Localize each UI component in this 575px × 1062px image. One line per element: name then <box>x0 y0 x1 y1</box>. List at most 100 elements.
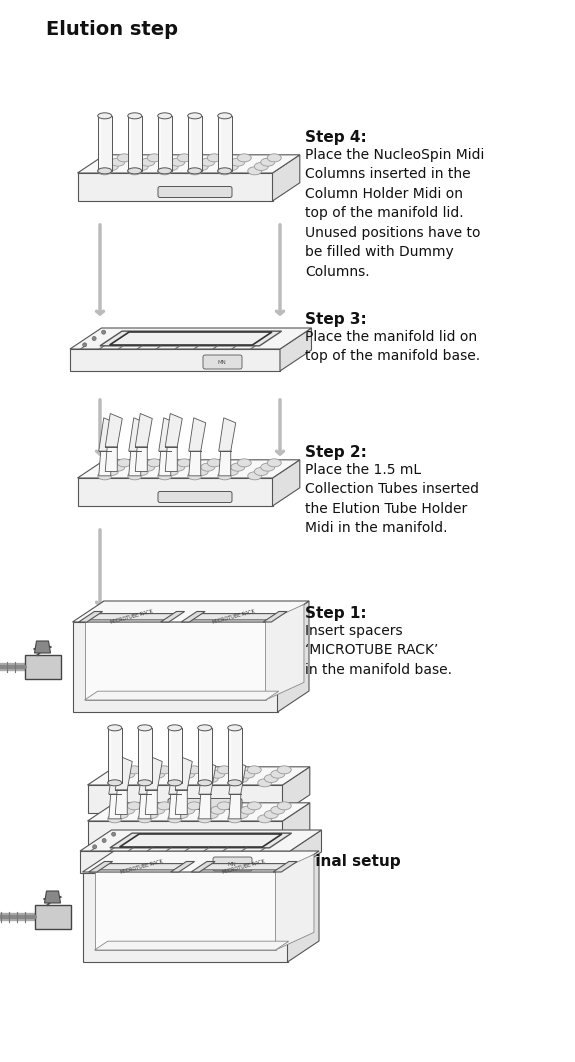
Polygon shape <box>25 655 60 679</box>
Polygon shape <box>87 821 282 849</box>
Polygon shape <box>228 727 242 783</box>
Polygon shape <box>191 861 215 872</box>
Ellipse shape <box>217 766 231 774</box>
Ellipse shape <box>237 154 251 161</box>
Ellipse shape <box>164 467 178 476</box>
FancyBboxPatch shape <box>213 857 252 871</box>
Polygon shape <box>218 116 232 171</box>
Ellipse shape <box>98 167 112 175</box>
Polygon shape <box>138 727 152 783</box>
Ellipse shape <box>248 167 262 175</box>
Ellipse shape <box>247 766 261 774</box>
Polygon shape <box>79 612 102 622</box>
Ellipse shape <box>158 167 172 175</box>
Text: Place the manifold lid on
top of the manifold base.: Place the manifold lid on top of the man… <box>305 329 480 363</box>
Polygon shape <box>34 905 71 929</box>
Polygon shape <box>72 622 278 712</box>
Ellipse shape <box>138 778 152 787</box>
Ellipse shape <box>247 802 261 810</box>
Ellipse shape <box>241 806 255 815</box>
Ellipse shape <box>144 810 158 819</box>
Ellipse shape <box>128 167 142 175</box>
Text: Place the 1.5 mL
Collection Tubes inserted
the Elution Tube Holder
Midi in the m: Place the 1.5 mL Collection Tubes insert… <box>305 463 479 535</box>
Polygon shape <box>105 413 122 447</box>
Polygon shape <box>288 851 319 962</box>
Polygon shape <box>115 756 132 790</box>
Polygon shape <box>78 478 273 506</box>
Polygon shape <box>168 781 181 819</box>
Ellipse shape <box>151 770 165 778</box>
Ellipse shape <box>127 802 141 810</box>
Polygon shape <box>159 417 176 451</box>
Ellipse shape <box>260 158 275 166</box>
Ellipse shape <box>117 459 131 467</box>
Ellipse shape <box>98 168 112 174</box>
Ellipse shape <box>188 472 202 480</box>
Ellipse shape <box>188 113 202 119</box>
Ellipse shape <box>168 725 182 731</box>
Polygon shape <box>87 767 310 785</box>
Ellipse shape <box>174 774 188 783</box>
Polygon shape <box>168 760 186 794</box>
Ellipse shape <box>121 770 135 778</box>
Polygon shape <box>175 776 187 815</box>
Ellipse shape <box>117 154 131 161</box>
Polygon shape <box>199 760 216 794</box>
Polygon shape <box>109 781 121 819</box>
Ellipse shape <box>138 725 152 731</box>
Ellipse shape <box>144 774 158 783</box>
Polygon shape <box>229 760 246 794</box>
Text: MICROTUBE RACK: MICROTUBE RACK <box>110 609 154 624</box>
Polygon shape <box>135 413 152 447</box>
Ellipse shape <box>138 780 152 786</box>
Ellipse shape <box>264 810 278 819</box>
Ellipse shape <box>128 472 142 480</box>
Ellipse shape <box>204 774 218 783</box>
Ellipse shape <box>204 810 218 819</box>
Ellipse shape <box>248 472 262 480</box>
Text: MN: MN <box>217 360 227 364</box>
Ellipse shape <box>254 162 269 171</box>
Polygon shape <box>78 173 273 201</box>
Circle shape <box>83 343 87 347</box>
Polygon shape <box>273 155 300 201</box>
Ellipse shape <box>158 113 172 119</box>
Polygon shape <box>171 861 194 872</box>
Ellipse shape <box>228 815 242 823</box>
Ellipse shape <box>168 780 182 786</box>
Ellipse shape <box>111 158 125 166</box>
Ellipse shape <box>147 154 161 161</box>
Ellipse shape <box>121 806 135 815</box>
Polygon shape <box>100 331 282 346</box>
Polygon shape <box>105 433 117 472</box>
Polygon shape <box>98 116 112 171</box>
Polygon shape <box>87 785 282 813</box>
Polygon shape <box>109 760 126 794</box>
Ellipse shape <box>158 168 172 174</box>
Ellipse shape <box>98 472 112 480</box>
Polygon shape <box>87 803 310 821</box>
Text: Step 4:: Step 4: <box>305 130 367 145</box>
Polygon shape <box>198 727 212 783</box>
Text: MICROTUBE RACK: MICROTUBE RACK <box>223 859 266 875</box>
Ellipse shape <box>254 467 269 476</box>
Polygon shape <box>70 328 312 349</box>
Ellipse shape <box>198 780 212 786</box>
Polygon shape <box>218 438 231 476</box>
Polygon shape <box>86 614 177 620</box>
Polygon shape <box>82 851 319 872</box>
FancyBboxPatch shape <box>168 835 242 845</box>
Polygon shape <box>282 767 310 813</box>
FancyBboxPatch shape <box>158 492 232 502</box>
Ellipse shape <box>114 810 128 819</box>
Ellipse shape <box>157 802 171 810</box>
Ellipse shape <box>218 113 232 119</box>
Ellipse shape <box>174 810 188 819</box>
FancyBboxPatch shape <box>168 799 242 809</box>
Ellipse shape <box>264 774 278 783</box>
Polygon shape <box>145 776 157 815</box>
Ellipse shape <box>228 725 242 731</box>
Text: Step 1:: Step 1: <box>305 606 367 621</box>
Ellipse shape <box>234 810 248 819</box>
Text: MICROTUBE RACK: MICROTUBE RACK <box>120 859 163 875</box>
